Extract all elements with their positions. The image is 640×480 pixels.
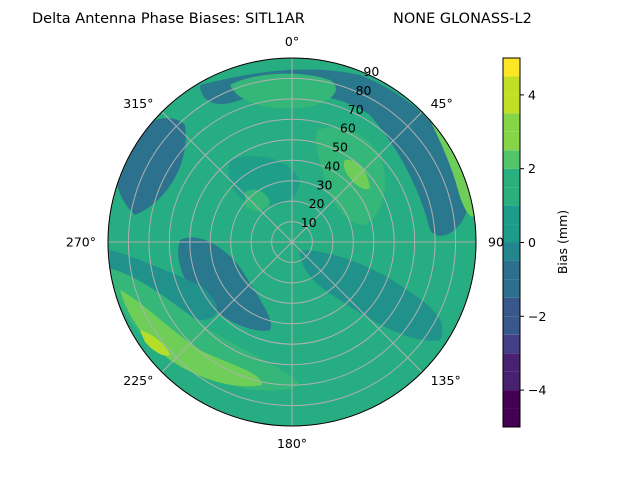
colorbar-band	[503, 260, 520, 280]
angle-tick-label: 0°	[285, 34, 299, 49]
colorbar-tick-label: 2	[528, 161, 536, 176]
colorbar-band	[503, 371, 520, 391]
radial-tick-label: 10	[301, 215, 317, 230]
colorbar: 4 2 0 −2 −4	[502, 57, 546, 428]
radial-tick-label: 90	[363, 64, 379, 79]
colorbar-tick-label: 4	[528, 87, 536, 102]
colorbar-tick-label: −2	[528, 309, 546, 324]
colorbar-band	[503, 150, 520, 169]
colorbar-band	[503, 224, 520, 243]
angle-tick-label: 135°	[431, 373, 461, 388]
angle-grid-line	[291, 241, 423, 373]
angle-tick-label: 270°	[66, 235, 96, 250]
chart-title: Delta Antenna Phase Biases: SITL1AR	[32, 11, 305, 27]
radial-tick-label: 70	[348, 102, 364, 117]
colorbar-band	[503, 131, 520, 151]
colorbar-band	[503, 297, 520, 317]
radial-tick-label: 60	[340, 121, 356, 136]
colorbar-band	[503, 205, 520, 225]
colorbar-band	[503, 390, 520, 409]
angle-tick-label: 45°	[431, 96, 453, 111]
radial-tick-label: 40	[324, 158, 340, 173]
colorbar-band	[503, 316, 520, 335]
radial-tick-labels: 10 20 30 40 50 60 70 80 90	[301, 64, 380, 230]
radial-tick-label: 50	[332, 140, 348, 155]
colorbar-tick-label: 0	[528, 235, 536, 250]
colorbar-band	[503, 279, 520, 298]
contour-region	[178, 237, 271, 331]
radial-tick-label: 80	[356, 83, 372, 98]
angle-grid-line	[161, 111, 293, 243]
angle-tick-label: 225°	[123, 373, 153, 388]
contour-region	[300, 250, 443, 341]
contour-region	[420, 100, 476, 217]
colorbar-tick-label: −4	[528, 383, 546, 398]
colorbar-label: Bias (mm)	[555, 210, 570, 274]
colorbar-band	[503, 76, 520, 95]
angle-tick-label: 315°	[123, 96, 153, 111]
contour-region	[108, 268, 300, 391]
contour-region	[140, 330, 170, 356]
contour-region	[343, 159, 370, 190]
angle-tick-label: 180°	[277, 436, 307, 451]
colorbar-band	[503, 187, 520, 206]
angle-tick-labels: 0° 45° 90 135° 180° 225° 270° 315°	[66, 34, 504, 451]
contour-region	[120, 290, 262, 387]
colorbar-band	[503, 168, 520, 188]
colorbar-band	[503, 408, 520, 427]
colorbar-band	[503, 58, 520, 77]
contour-region	[245, 189, 270, 211]
angle-grid-line	[291, 111, 423, 243]
colorbar-band	[503, 242, 520, 261]
polar-grid	[107, 57, 477, 427]
angle-tick-label: 90	[488, 235, 504, 250]
colorbar-band	[503, 113, 520, 132]
contour-region	[200, 69, 470, 236]
angle-grid-line	[161, 241, 293, 373]
colorbar-band	[503, 334, 520, 354]
contour-region	[110, 250, 217, 320]
colorbar-band	[503, 353, 520, 372]
colorbar-band	[503, 94, 520, 114]
chart-subtitle: NONE GLONASS-L2	[393, 11, 532, 27]
polar-frame	[107, 57, 477, 427]
radial-tick-label: 30	[317, 177, 333, 192]
radial-tick-label: 20	[309, 196, 325, 211]
